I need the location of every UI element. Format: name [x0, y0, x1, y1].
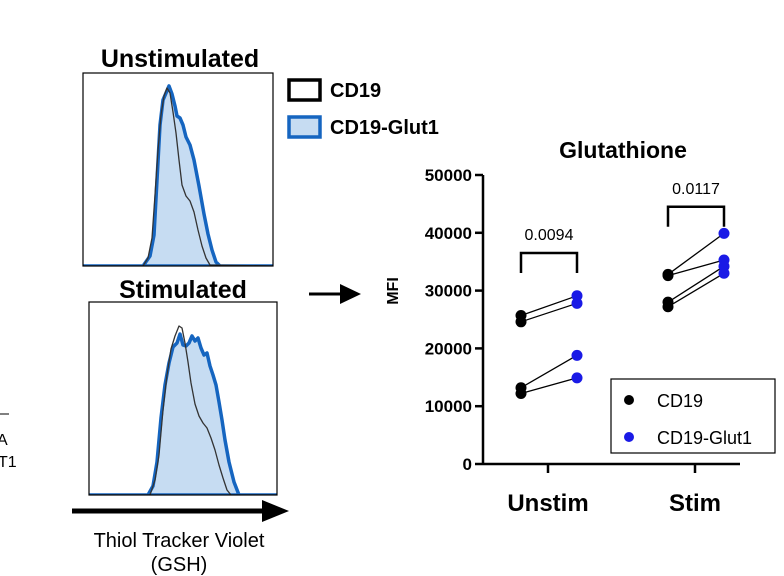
point-glut1: [571, 290, 583, 302]
dotplot-legend: CD19 CD19-Glut1: [610, 378, 776, 454]
pair-line: [667, 272, 725, 308]
top-histogram-frame: [82, 72, 274, 267]
bottom-histogram-title: Stimulated: [119, 276, 247, 304]
chart-title: Glutathione: [559, 137, 687, 163]
x-axis-arrow: [72, 500, 289, 522]
panel-arrow: [309, 284, 361, 304]
y-axis-label: MFI: [385, 277, 402, 305]
top-histogram: [82, 72, 274, 267]
y-tick-label: 30000: [425, 282, 472, 301]
top-histogram-title: Unstimulated: [101, 45, 259, 73]
point-glut1: [718, 267, 730, 279]
point-glut1: [718, 227, 730, 239]
legend-swatch-glut1: [287, 115, 322, 139]
x-tick-label: Stim: [669, 490, 721, 517]
legend-label-glut1: CD19-Glut1: [330, 117, 439, 139]
y-tick-label: 40000: [425, 224, 472, 243]
point-glut1: [571, 297, 583, 309]
pair-line: [520, 354, 578, 389]
pair-line: [667, 265, 725, 303]
bottom-cd19-histogram: [89, 325, 277, 495]
legend-dot-glut1: [624, 432, 634, 442]
x-axis-label-line1: Thiol Tracker Violet: [94, 530, 265, 552]
point-cd19: [515, 387, 527, 399]
pair-line: [667, 232, 725, 275]
x-axis-label-line2: (GSH): [151, 554, 208, 576]
bottom-histogram: [88, 301, 278, 496]
legend-text-glut1: CD19-Glut1: [657, 428, 752, 448]
plot-area: 0 10000 20000 30000 40000 50000 Unstim Stim 0.00…: [425, 166, 740, 517]
top-glut1-histogram: [83, 84, 273, 266]
legend-swatch-cd19: [287, 78, 322, 102]
point-glut1: [571, 372, 583, 384]
edge-fragment-a: A: [0, 432, 8, 449]
pair-line: [520, 377, 578, 395]
y-tick-label: 50000: [425, 166, 472, 185]
pair-line: [520, 302, 578, 323]
x-tick-label: Unstim: [507, 490, 588, 517]
bottom-glut1-histogram: [89, 332, 277, 495]
bottom-histogram-frame: [88, 301, 278, 496]
point-cd19: [662, 270, 674, 282]
point-cd19: [662, 301, 674, 313]
p-value-label: 0.0094: [525, 227, 574, 244]
pair-line: [667, 259, 725, 277]
y-tick-label: 20000: [425, 339, 472, 358]
pair-line: [520, 295, 578, 317]
legend-box: [610, 378, 776, 454]
significance-bracket: [519, 251, 579, 274]
point-cd19: [515, 316, 527, 328]
y-tick-label: 10000: [425, 397, 472, 416]
p-value-label: 0.0117: [672, 181, 720, 198]
top-cd19-histogram: [83, 87, 273, 266]
legend-text-cd19: CD19: [657, 391, 703, 411]
point-glut1: [571, 349, 583, 361]
legend-dot-cd19: [624, 395, 634, 405]
histogram-legend: CD19 CD19-Glut1: [287, 78, 439, 139]
significance-bracket: [666, 205, 726, 227]
y-tick-label: 0: [463, 455, 472, 474]
legend-label-cd19: CD19: [330, 80, 381, 102]
edge-fragment-t1: T1: [0, 454, 17, 471]
